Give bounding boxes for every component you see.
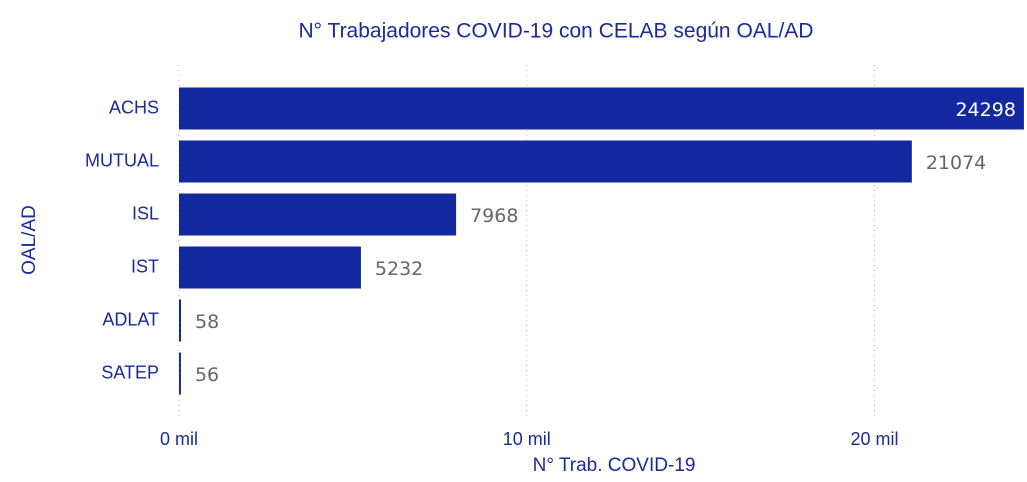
x-axis-title: N° Trab. COVID-19 <box>533 455 696 476</box>
x-tick-label: 10 mil <box>503 429 551 449</box>
bar <box>179 352 181 395</box>
y-tick-label: ACHS <box>109 97 159 117</box>
y-axis-title: OAL/AD <box>19 205 40 275</box>
data-label: 21074 <box>926 152 986 174</box>
y-tick-label: IST <box>131 256 159 276</box>
bar <box>179 299 182 342</box>
bar <box>179 193 457 236</box>
y-tick-label: MUTUAL <box>85 150 159 170</box>
bar <box>179 246 361 289</box>
x-tick-label: 20 mil <box>850 429 898 449</box>
x-tick-label: 0 mil <box>160 429 198 449</box>
bar <box>179 87 1024 130</box>
data-label: 56 <box>195 364 219 386</box>
bar <box>179 140 912 183</box>
data-label: 24298 <box>955 99 1015 121</box>
y-tick-label: ISL <box>132 203 159 223</box>
data-label: 7968 <box>470 205 518 227</box>
chart-title: N° Trabajadores COVID-19 con CELAB según… <box>299 20 814 43</box>
data-label: 5232 <box>375 258 423 280</box>
y-tick-label: ADLAT <box>102 309 159 329</box>
y-tick-label: SATEP <box>101 362 159 382</box>
data-label: 58 <box>195 311 219 333</box>
